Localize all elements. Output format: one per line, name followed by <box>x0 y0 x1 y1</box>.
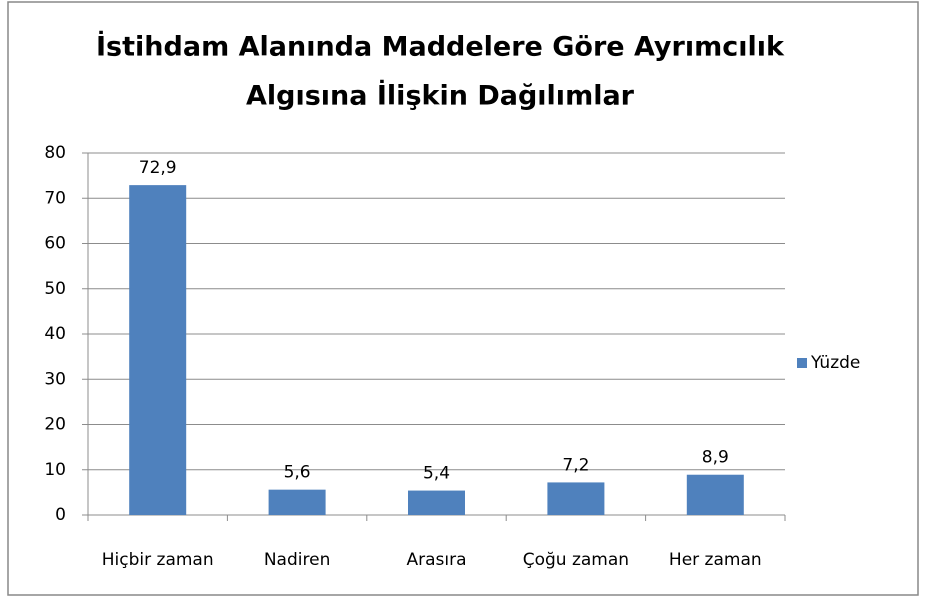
chart-title: İstihdam Alanında Maddelere Göre Ayrımcı… <box>96 31 785 63</box>
data-label: 7,2 <box>562 455 589 475</box>
x-tick-label: Çoğu zaman <box>523 550 629 570</box>
bar <box>268 489 326 515</box>
y-tick-label: 60 <box>44 234 66 254</box>
data-label: 72,9 <box>139 158 177 178</box>
x-tick-label: Her zaman <box>669 550 762 570</box>
y-tick-label: 70 <box>44 188 66 208</box>
data-label: 5,6 <box>284 463 311 483</box>
y-tick-label: 40 <box>44 324 66 344</box>
chart-title: Algısına İlişkin Dağılımlar <box>246 80 635 112</box>
bar <box>129 185 187 515</box>
x-tick-label: Nadiren <box>264 550 331 570</box>
data-label: 5,4 <box>423 464 450 484</box>
bar <box>547 482 605 515</box>
x-tick-label: Arasıra <box>406 550 466 570</box>
y-tick-label: 80 <box>44 143 66 163</box>
bar <box>686 474 744 515</box>
data-label: 8,9 <box>702 448 729 468</box>
x-tick-label: Hiçbir zaman <box>102 550 214 570</box>
bar <box>408 490 465 515</box>
y-tick-label: 20 <box>44 415 66 435</box>
y-tick-label: 10 <box>44 460 66 480</box>
y-tick-label: 50 <box>44 279 66 299</box>
legend-label: Yüzde <box>810 353 860 373</box>
legend-swatch <box>797 358 807 368</box>
y-tick-label: 30 <box>44 369 66 389</box>
y-tick-label: 0 <box>55 505 66 525</box>
